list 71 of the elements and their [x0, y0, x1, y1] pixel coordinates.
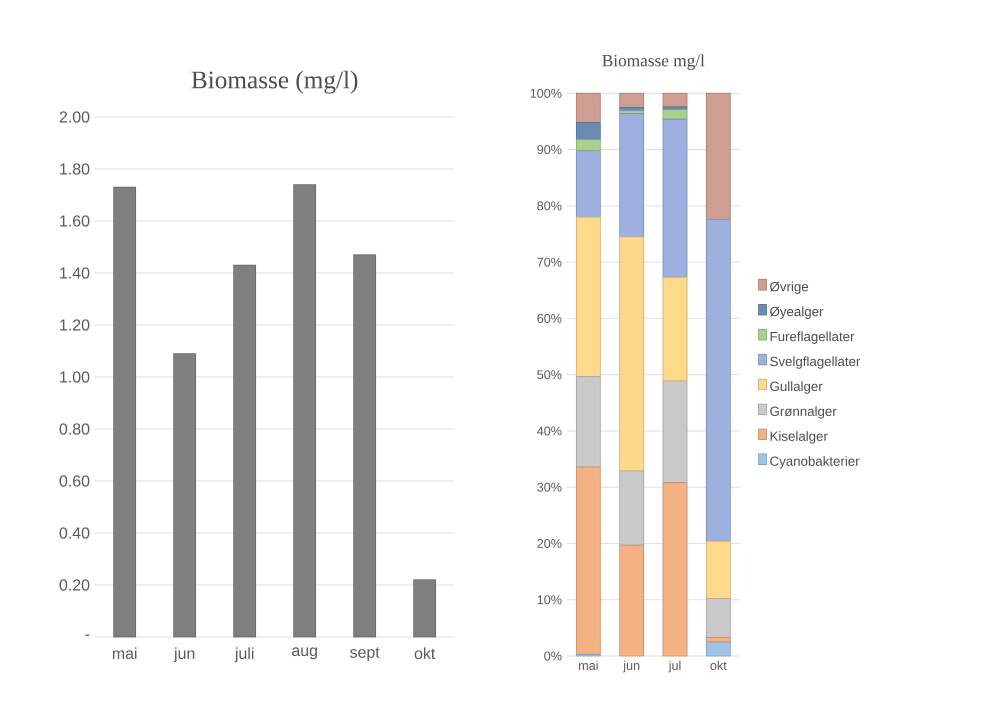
y-tick-label: 70%: [537, 258, 562, 267]
y-tick-label: 2.00: [60, 111, 90, 123]
bar: [662, 109, 688, 120]
y-tick-label: 60%: [537, 314, 562, 323]
y-tick-label: 1.00: [60, 371, 90, 383]
bar: [173, 353, 196, 638]
x-tick-label: juli: [234, 647, 254, 662]
y-tick-label: 50%: [537, 370, 562, 380]
bar: [662, 276, 688, 382]
bar: [619, 544, 644, 656]
legend-label: Gullalger: [770, 381, 822, 394]
bar: [662, 380, 688, 484]
legend-label: Fureflagellater: [770, 331, 854, 344]
x-tick-label: jul: [668, 660, 680, 672]
y-tick-label: 20%: [537, 538, 562, 548]
bar: [619, 113, 644, 238]
y-tick-label: 0%: [544, 652, 562, 660]
bar: [662, 118, 688, 278]
bar: [576, 216, 601, 377]
y-tick-label: 80%: [537, 201, 562, 210]
bar: [706, 92, 731, 220]
y-tick-label: 0.80: [60, 423, 90, 435]
bar: [576, 139, 601, 152]
y-tick-label: -: [85, 634, 90, 636]
y-tick-label: 100%: [530, 88, 562, 98]
y-tick-label: 30%: [537, 482, 562, 492]
y-tick-label: 10%: [538, 595, 562, 604]
x-tick-label: aug: [292, 647, 317, 660]
y-tick-label: 1.80: [60, 163, 90, 175]
y-tick-label: 1.40: [60, 267, 90, 279]
x-tick-label: okt: [710, 660, 727, 670]
bar: [576, 150, 601, 218]
chart-title: Biomasse mg/l: [602, 54, 705, 70]
bar: [576, 92, 601, 123]
bar: [662, 92, 688, 108]
x-tick-label: jun: [174, 647, 194, 662]
bar: [576, 376, 601, 468]
y-tick-label: 1.60: [60, 215, 90, 227]
bar: [353, 254, 376, 638]
y-tick-label: 0.60: [60, 475, 90, 487]
bar: [619, 470, 644, 546]
y-tick-label: 0.20: [60, 579, 90, 591]
bar: [706, 540, 731, 600]
y-tick-label: 1.20: [60, 319, 90, 331]
bar: [413, 579, 436, 638]
y-tick-label: 40%: [537, 426, 562, 436]
legend-label: Øyealger: [770, 306, 824, 319]
bar: [293, 184, 316, 638]
legend-label: Grønnalger: [770, 406, 837, 419]
x-tick-label: jun: [622, 660, 640, 672]
bar: [619, 236, 644, 472]
bar: [233, 264, 256, 638]
x-tick-label: mai: [112, 647, 136, 660]
bar: [706, 598, 731, 638]
x-tick-label: mai: [579, 660, 598, 670]
legend-label: Kiselalger: [770, 431, 828, 444]
bar: [113, 186, 136, 638]
x-tick-label: sept: [350, 647, 380, 661]
y-tick-label: 90%: [537, 145, 562, 154]
bar: [576, 122, 601, 140]
bar: [619, 92, 644, 108]
bar: [576, 466, 601, 655]
chart-title: Biomasse (mg/l): [192, 70, 358, 94]
bar: [706, 218, 731, 542]
x-tick-label: okt: [414, 647, 436, 660]
bar: [706, 642, 731, 656]
legend-label: Svelgflagellater: [770, 356, 860, 369]
y-tick-label: 0.40: [60, 527, 90, 539]
legend-label: Cyanobakterier: [770, 456, 860, 468]
bar: [662, 482, 688, 656]
legend-label: Øvrige: [770, 282, 808, 294]
